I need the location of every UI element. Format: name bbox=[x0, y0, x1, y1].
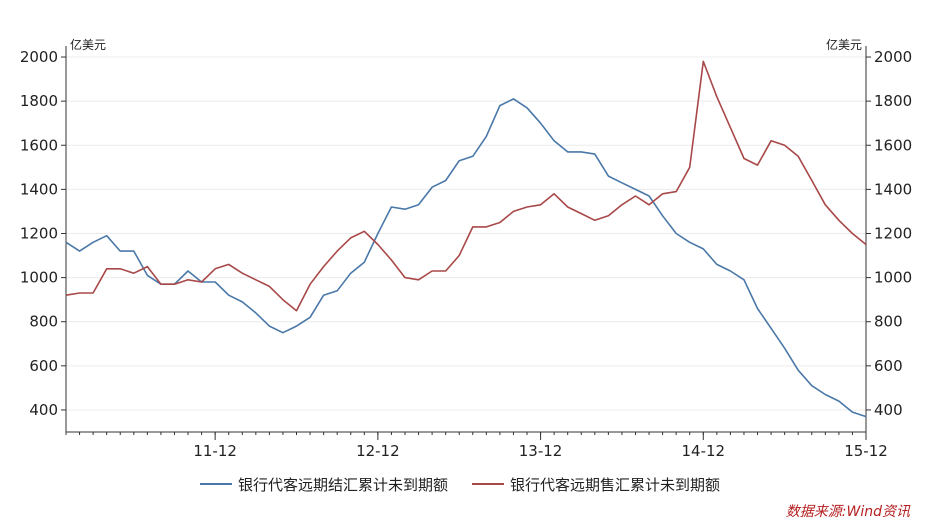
y-tick-label-right: 2000 bbox=[874, 48, 912, 66]
y-tick-label-right: 600 bbox=[874, 357, 903, 375]
x-tick-label: 15-12 bbox=[844, 442, 888, 460]
legend-label-2: 银行代客远期售汇累计未到期额 bbox=[510, 476, 720, 494]
series-layer bbox=[65, 60, 867, 418]
series-line-2 bbox=[65, 60, 867, 312]
y-tick-label-left: 1800 bbox=[20, 92, 58, 110]
legend-label-1: 银行代客远期结汇累计未到期额 bbox=[238, 476, 448, 494]
gridlines bbox=[66, 56, 866, 411]
y-tick-label-left: 2000 bbox=[20, 48, 58, 66]
series-line-1 bbox=[65, 98, 867, 418]
y-tick-label-right: 1400 bbox=[874, 180, 912, 198]
y-tick-label-left: 400 bbox=[29, 401, 58, 419]
y-tick-label-left: 1600 bbox=[20, 136, 58, 154]
y-tick-label-left: 1400 bbox=[20, 180, 58, 198]
x-tick-label: 13-12 bbox=[519, 442, 563, 460]
y-tick-label-right: 800 bbox=[874, 313, 903, 331]
y-tick-label-right: 1600 bbox=[874, 136, 912, 154]
y-tick-label-left: 600 bbox=[29, 357, 58, 375]
axes: 400 400 600 600 800 800 1000 1000 1200 1200 1400 14… bbox=[20, 37, 912, 460]
y-tick-label-right: 1800 bbox=[874, 92, 912, 110]
left-axis-unit: 亿美元 bbox=[70, 37, 106, 52]
y-tick-label-left: 1000 bbox=[20, 269, 58, 287]
source-note: 数据来源:Wind资讯 bbox=[786, 504, 911, 520]
y-tick-label-left: 800 bbox=[29, 313, 58, 331]
x-tick-label: 11-12 bbox=[193, 442, 237, 460]
right-axis-unit: 亿美元 bbox=[826, 37, 862, 52]
y-tick-label-right: 400 bbox=[874, 401, 903, 419]
y-tick-label-right: 1000 bbox=[874, 269, 912, 287]
x-tick-label: 12-12 bbox=[356, 442, 400, 460]
y-tick-label-left: 1200 bbox=[20, 224, 58, 242]
legend: 银行代客远期结汇累计未到期额 银行代客远期售汇累计未到期额 bbox=[200, 476, 720, 494]
x-tick-label: 14-12 bbox=[681, 442, 725, 460]
y-tick-label-right: 1200 bbox=[874, 224, 912, 242]
plot-area bbox=[66, 46, 866, 432]
